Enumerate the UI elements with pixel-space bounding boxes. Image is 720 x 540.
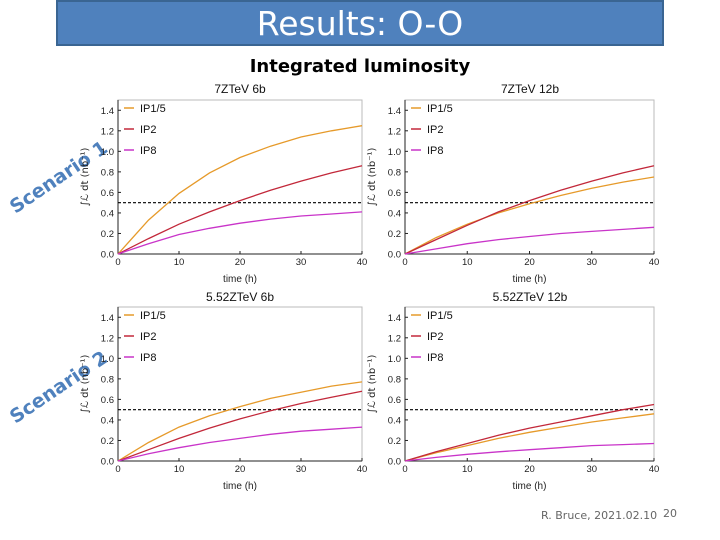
y-tick-label: 0.6 — [388, 188, 401, 199]
y-tick-label: 0.2 — [101, 229, 114, 240]
footer-credit: R. Bruce, 2021.02.10 — [541, 509, 658, 522]
x-axis-label: time (h) — [223, 274, 257, 285]
y-tick-label: 0.4 — [388, 208, 401, 219]
y-tick-label: 0.8 — [101, 374, 114, 385]
y-axis-label: ∫ℒ dt (nb⁻¹) — [367, 148, 378, 207]
page-number: 20 — [663, 507, 677, 520]
y-tick-label: 1.0 — [101, 354, 114, 365]
series-line-ip8 — [404, 226, 655, 255]
x-tick-label: 30 — [296, 257, 307, 268]
y-tick-label: 1.0 — [388, 354, 401, 365]
series-line-ip2 — [404, 165, 655, 255]
series-line-ip2 — [404, 403, 655, 462]
y-tick-label: 1.2 — [101, 126, 114, 137]
x-tick-label: 10 — [174, 257, 185, 268]
x-tick-label: 40 — [649, 257, 660, 268]
slide-subtitle: Integrated luminosity — [249, 56, 471, 77]
x-tick-label: 20 — [524, 257, 535, 268]
legend-label: IP8 — [140, 145, 157, 157]
x-axis-label: time (h) — [513, 274, 547, 285]
legend-label: IP1/5 — [427, 103, 453, 115]
y-tick-label: 0.6 — [101, 395, 114, 406]
x-tick-label: 40 — [357, 464, 368, 475]
y-tick-label: 1.4 — [101, 313, 114, 324]
y-tick-label: 0.0 — [101, 250, 114, 261]
y-tick-label: 0.4 — [388, 415, 401, 426]
chart-title: 7ZTeV 12b — [501, 82, 559, 96]
chart-title: 5.52ZTeV 12b — [493, 290, 568, 304]
x-tick-label: 40 — [649, 464, 660, 475]
y-tick-label: 0.2 — [388, 436, 401, 447]
x-tick-label: 0 — [402, 464, 407, 475]
x-tick-label: 0 — [115, 464, 120, 475]
y-tick-label: 1.2 — [388, 333, 401, 344]
y-tick-label: 0.0 — [388, 457, 401, 468]
y-tick-label: 0.8 — [101, 167, 114, 178]
legend-label: IP1/5 — [427, 310, 453, 322]
x-tick-label: 20 — [524, 464, 535, 475]
x-axis-label: time (h) — [513, 481, 547, 492]
series-line-ip1-5 — [404, 176, 655, 255]
y-tick-label: 0.2 — [388, 229, 401, 240]
legend-label: IP8 — [140, 352, 157, 364]
legend-label: IP2 — [140, 331, 157, 343]
x-tick-label: 20 — [235, 257, 246, 268]
y-tick-label: 0.0 — [388, 250, 401, 261]
legend-label: IP1/5 — [140, 103, 166, 115]
x-tick-label: 10 — [462, 464, 473, 475]
legend-label: IP8 — [427, 145, 444, 157]
legend-label: IP2 — [140, 124, 157, 136]
y-tick-label: 0.4 — [101, 208, 114, 219]
y-axis-label: ∫ℒ dt (nb⁻¹) — [80, 355, 91, 414]
series-line-ip2 — [117, 165, 363, 255]
series-line-ip8 — [117, 211, 363, 255]
x-tick-label: 40 — [357, 257, 368, 268]
x-tick-label: 30 — [586, 464, 597, 475]
legend-label: IP8 — [427, 352, 444, 364]
y-tick-label: 0.4 — [101, 415, 114, 426]
y-tick-label: 0.6 — [101, 188, 114, 199]
x-tick-label: 20 — [235, 464, 246, 475]
x-axis-label: time (h) — [223, 481, 257, 492]
y-tick-label: 1.2 — [388, 126, 401, 137]
y-tick-label: 1.4 — [101, 106, 114, 117]
x-tick-label: 30 — [296, 464, 307, 475]
y-tick-label: 1.2 — [101, 333, 114, 344]
y-tick-label: 0.8 — [388, 167, 401, 178]
series-line-ip1-5 — [117, 381, 363, 462]
chart-title: 7ZTeV 6b — [214, 82, 266, 96]
series-line-ip2 — [117, 390, 363, 462]
y-tick-label: 1.0 — [388, 147, 401, 158]
series-line-ip1-5 — [404, 413, 655, 462]
series-line-ip8 — [117, 426, 363, 462]
title-banner: Results: O-O — [56, 0, 664, 46]
slide-title: Results: O-O — [256, 3, 464, 43]
y-tick-label: 0.6 — [388, 395, 401, 406]
legend-label: IP1/5 — [140, 310, 166, 322]
x-tick-label: 30 — [586, 257, 597, 268]
chart-title: 5.52ZTeV 6b — [206, 290, 274, 304]
y-tick-label: 0.0 — [101, 457, 114, 468]
x-tick-label: 10 — [174, 464, 185, 475]
y-tick-label: 1.4 — [388, 106, 401, 117]
y-axis-label: ∫ℒ dt (nb⁻¹) — [80, 148, 91, 207]
x-tick-label: 0 — [402, 257, 407, 268]
y-axis-label: ∫ℒ dt (nb⁻¹) — [367, 355, 378, 414]
y-tick-label: 1.0 — [101, 147, 114, 158]
legend-label: IP2 — [427, 124, 444, 136]
x-tick-label: 10 — [462, 257, 473, 268]
legend-label: IP2 — [427, 331, 444, 343]
x-tick-label: 0 — [115, 257, 120, 268]
y-tick-label: 1.4 — [388, 313, 401, 324]
y-tick-label: 0.2 — [101, 436, 114, 447]
y-tick-label: 0.8 — [388, 374, 401, 385]
